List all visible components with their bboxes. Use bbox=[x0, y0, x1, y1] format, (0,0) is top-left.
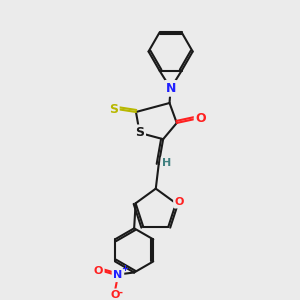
Text: N: N bbox=[165, 82, 176, 95]
Text: S: S bbox=[109, 103, 118, 116]
Text: O: O bbox=[110, 290, 120, 300]
Text: N: N bbox=[113, 270, 123, 280]
Text: H: H bbox=[162, 158, 172, 168]
Text: O: O bbox=[175, 197, 184, 207]
Text: O: O bbox=[196, 112, 206, 125]
Text: O: O bbox=[94, 266, 103, 276]
Text: S: S bbox=[135, 126, 144, 140]
Text: -: - bbox=[118, 288, 122, 298]
Text: +: + bbox=[121, 264, 128, 273]
